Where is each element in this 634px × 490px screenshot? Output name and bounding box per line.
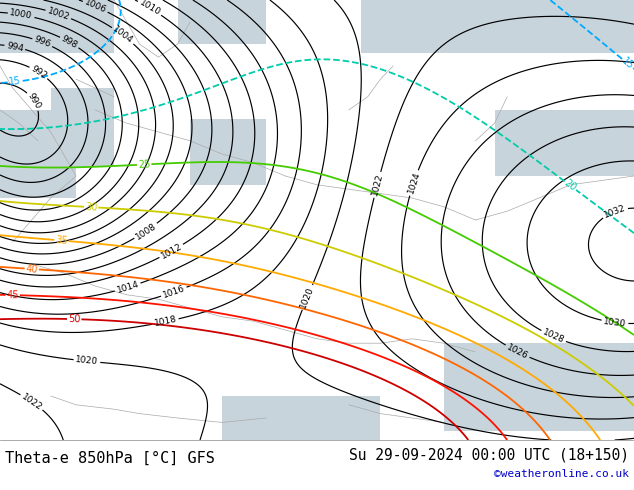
Text: 990: 990: [25, 91, 42, 111]
FancyBboxPatch shape: [0, 110, 76, 198]
Text: Su 29-09-2024 00:00 UTC (18+150): Su 29-09-2024 00:00 UTC (18+150): [349, 447, 629, 463]
Text: 994: 994: [6, 41, 24, 53]
Text: 1018: 1018: [153, 315, 178, 328]
Text: 1016: 1016: [162, 284, 186, 300]
Text: 1002: 1002: [46, 6, 70, 22]
Text: 35: 35: [55, 235, 68, 246]
Text: 1022: 1022: [20, 392, 44, 412]
Text: 1012: 1012: [159, 242, 183, 261]
Text: 998: 998: [60, 34, 79, 50]
Text: 1030: 1030: [603, 317, 627, 328]
FancyBboxPatch shape: [495, 110, 634, 176]
Text: 1020: 1020: [299, 285, 316, 310]
Text: 1026: 1026: [505, 343, 529, 361]
Text: 15: 15: [8, 76, 22, 87]
Text: 20: 20: [562, 178, 578, 194]
Text: 996: 996: [33, 35, 52, 49]
FancyBboxPatch shape: [222, 396, 380, 440]
FancyBboxPatch shape: [0, 0, 114, 53]
Text: 1004: 1004: [111, 25, 135, 46]
Text: 15: 15: [619, 56, 634, 72]
Text: 1010: 1010: [138, 0, 162, 18]
Text: Theta-e 850hPa [°C] GFS: Theta-e 850hPa [°C] GFS: [5, 450, 215, 465]
Text: 1008: 1008: [134, 221, 158, 241]
Text: 30: 30: [85, 202, 98, 213]
FancyBboxPatch shape: [190, 119, 266, 185]
FancyBboxPatch shape: [178, 0, 266, 44]
Text: 1028: 1028: [541, 328, 566, 345]
Text: 45: 45: [6, 290, 19, 300]
Text: 992: 992: [29, 64, 48, 81]
FancyBboxPatch shape: [361, 0, 634, 53]
Text: ©weatheronline.co.uk: ©weatheronline.co.uk: [494, 469, 629, 479]
Text: 1032: 1032: [603, 203, 627, 220]
FancyBboxPatch shape: [51, 88, 114, 167]
FancyBboxPatch shape: [444, 343, 634, 431]
Text: 1022: 1022: [370, 172, 384, 197]
Text: 50: 50: [68, 314, 81, 324]
Text: 1014: 1014: [115, 280, 140, 295]
Text: 1006: 1006: [83, 0, 108, 15]
Text: 25: 25: [138, 159, 151, 170]
Text: 40: 40: [25, 264, 38, 274]
Text: 1000: 1000: [9, 8, 34, 21]
Text: 1024: 1024: [406, 171, 422, 195]
Text: 1020: 1020: [75, 355, 99, 367]
